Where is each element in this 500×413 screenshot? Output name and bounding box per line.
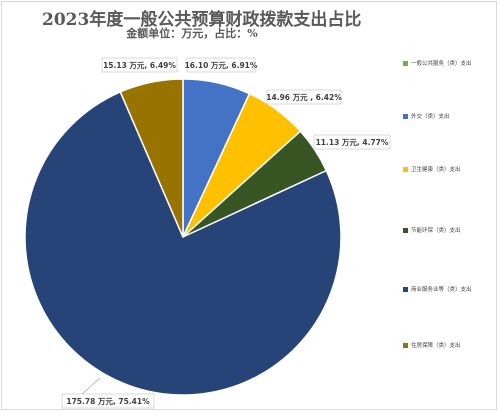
- legend-item-0: 一般公共服务（类）支出: [403, 58, 472, 68]
- legend-label: 卫生健康（类）支出: [411, 167, 461, 173]
- data-label-box-3: [61, 393, 155, 409]
- data-label-0: 16.10 万元, 6.91%: [185, 61, 258, 70]
- legend-item-5: 住房保障（类）支出: [403, 340, 461, 350]
- data-label-box-0: [186, 57, 256, 73]
- data-label-3: 175.78 万元, 75.41%: [66, 397, 150, 406]
- legend-item-3: 节能环保（类）支出: [403, 225, 461, 235]
- pie-slice-4: [119, 78, 184, 238]
- data-label-box-1: [266, 89, 342, 105]
- legend-item-1: 外交（类）支出: [403, 111, 450, 121]
- data-label-2: 11.13 万元, 4.77%: [316, 138, 389, 147]
- legend-swatch: [403, 227, 408, 233]
- legend-label: 商业服务业等（类）支出: [411, 287, 472, 293]
- legend-swatch: [403, 342, 408, 348]
- legend-label: 一般公共服务（类）支出: [411, 61, 472, 67]
- data-label-4: 15.13 万元, 6.49%: [103, 61, 176, 70]
- legend-label: 节能环保（类）支出: [411, 228, 461, 234]
- leader-line-3: [81, 377, 101, 395]
- legend-item-2: 卫生健康（类）支出: [403, 164, 461, 174]
- pie-slices: [24, 78, 342, 396]
- data-labels: 16.10 万元, 6.91% 14.96 万元 , 6.42% 11.13 万元,…: [61, 57, 391, 409]
- legend-label: 住房保障（类）支出: [411, 343, 461, 349]
- chart-subtitle: 金额单位：万元，占比：%: [126, 27, 258, 40]
- data-label-1: 14.96 万元 , 6.42%: [266, 93, 342, 102]
- legend-swatch: [403, 60, 408, 66]
- legend-item-4: 商业服务业等（类）支出: [403, 284, 472, 294]
- chart-title: 2023年度一般公共预算财政拨款支出占比: [42, 10, 362, 30]
- legend-swatch: [403, 286, 408, 292]
- leader-lines: [81, 377, 101, 395]
- legend-swatch: [403, 166, 408, 172]
- pie-slice-3: [24, 90, 342, 396]
- data-label-box-4: [101, 57, 178, 73]
- legend-label: 外交（类）支出: [411, 114, 450, 120]
- legend-swatch: [403, 113, 408, 119]
- data-label-box-2: [313, 134, 391, 150]
